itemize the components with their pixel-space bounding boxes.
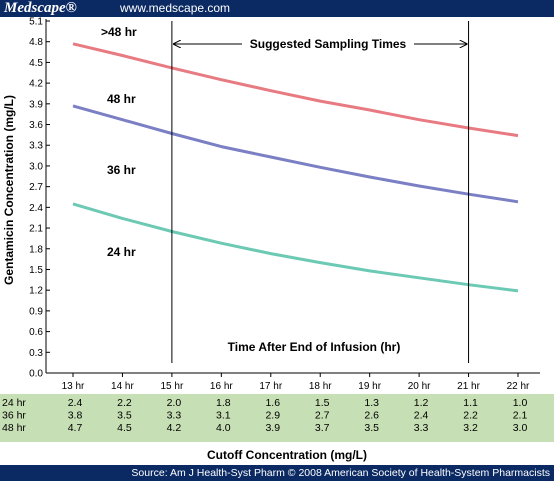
table-cell: 1.0: [513, 397, 528, 409]
curve-label-36: 36 hr: [107, 163, 136, 177]
source-citation: Source: Am J Health-Syst Pharm © 2008 Am…: [131, 467, 550, 479]
y-tick-label: 3.9: [29, 99, 43, 110]
x-tick-label: 20 hr: [408, 381, 431, 392]
x-tick-label: 14 hr: [111, 381, 134, 392]
table-cell: 2.9: [265, 410, 280, 422]
table-cell: 3.8: [68, 410, 83, 422]
x-tick-label: 13 hr: [62, 381, 85, 392]
table-background: [0, 394, 554, 442]
x-tick-label: 15 hr: [160, 381, 183, 392]
y-tick-label: 1.5: [29, 265, 43, 276]
y-axis-label: Gentamicin Concentration (mg/L): [2, 95, 16, 285]
series-line-0: [72, 42, 519, 138]
y-tick-label: 2.7: [29, 182, 43, 193]
table-cell: 4.7: [68, 422, 83, 434]
table-cell: 2.1: [513, 410, 528, 422]
x-axis-label: Cutoff Concentration (mg/L): [207, 448, 367, 462]
table-cell: 2.4: [414, 410, 429, 422]
y-tick-label: 4.2: [29, 79, 43, 90]
table-cell: 1.5: [315, 397, 330, 409]
x-tick-label: 17 hr: [259, 381, 282, 392]
table-cell: 3.7: [315, 422, 330, 434]
table-cell: 3.1: [216, 410, 231, 422]
table-cell: 3.3: [167, 410, 182, 422]
table-cell: 2.2: [117, 397, 132, 409]
table-cell: 2.6: [364, 410, 379, 422]
table-cell: 1.8: [216, 397, 231, 409]
table-cell: 1.2: [414, 397, 429, 409]
y-tick-label: 0.9: [29, 306, 43, 317]
sampling-annotation: Suggested Sampling Times: [250, 37, 407, 51]
time-after-infusion-label: Time After End of Infusion (hr): [228, 340, 401, 354]
y-tick-label: 3.3: [29, 141, 43, 152]
table-cell: 3.3: [414, 422, 429, 434]
y-tick-label: 1.2: [29, 286, 43, 297]
table-cell: 1.3: [364, 397, 379, 409]
y-tick-label: 1.8: [29, 244, 43, 255]
y-tick-label: 0.0: [29, 369, 43, 380]
table-cell: 3.2: [463, 422, 478, 434]
curve-label-24: 24 hr: [107, 245, 136, 259]
y-tick-label: 0.3: [29, 348, 43, 359]
table-cell: 3.5: [364, 422, 379, 434]
y-tick-label: 5.1: [29, 17, 43, 28]
series-line-1: [72, 104, 519, 204]
table-cell: 2.7: [315, 410, 330, 422]
curve-label-48: 48 hr: [107, 92, 136, 106]
table-cell: 4.2: [167, 422, 182, 434]
site-url[interactable]: www.medscape.com: [120, 1, 231, 15]
chart: 0.0 0.3 0.6 0.9 1.2 1.5 1.8 2.1 2.4 2.7 3.0 3.3 3.6 3…: [0, 17, 554, 462]
table-cell: 3.9: [265, 422, 280, 434]
table-cell: 2.4: [68, 397, 83, 409]
y-tick-label: 2.4: [29, 203, 43, 214]
table-cell: 2.0: [167, 397, 182, 409]
table-row-label: 48 hr: [2, 422, 26, 434]
x-tick-label: 18 hr: [309, 381, 332, 392]
y-tick-label: 4.8: [29, 37, 43, 48]
y-tick-label: 3.6: [29, 120, 43, 131]
table-row-label: 24 hr: [2, 397, 26, 409]
x-tick-label: 16 hr: [210, 381, 233, 392]
y-tick-label: 2.1: [29, 224, 43, 235]
x-tick-label: 21 hr: [457, 381, 480, 392]
header-bar: Medscape® www.medscape.com: [0, 0, 554, 17]
table-cell: 3.5: [117, 410, 132, 422]
medscape-logo: Medscape®: [4, 0, 77, 16]
table-row-label: 36 hr: [2, 410, 26, 422]
y-tick-label: 0.6: [29, 327, 43, 338]
y-tick-label: 4.5: [29, 58, 43, 69]
series-line-2: [72, 202, 519, 293]
table-cell: 2.2: [463, 410, 478, 422]
table-cell: 4.5: [117, 422, 132, 434]
footer-bar: Source: Am J Health-Syst Pharm © 2008 Am…: [0, 465, 554, 481]
table-cell: 1.6: [265, 397, 280, 409]
curve-label-gt48: >48 hr: [101, 25, 137, 39]
x-tick-label: 19 hr: [358, 381, 381, 392]
table-cell: 3.0: [513, 422, 528, 434]
table-cell: 4.0: [216, 422, 231, 434]
y-tick-label: 3.0: [29, 161, 43, 172]
x-tick-label: 22 hr: [507, 381, 530, 392]
table-cell: 1.1: [463, 397, 478, 409]
